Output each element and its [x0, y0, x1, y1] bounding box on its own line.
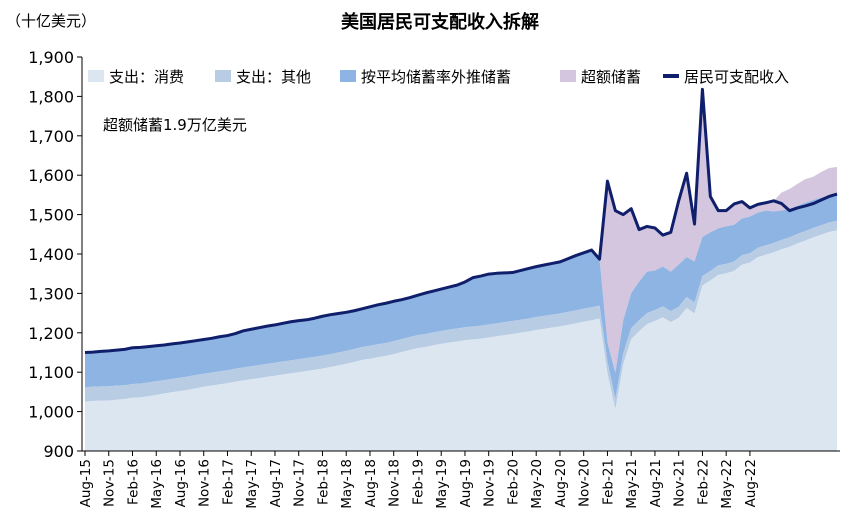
excess-savings-area — [85, 89, 837, 373]
x-tick-label: Nov-16 — [197, 459, 213, 507]
x-tick-label: Aug-18 — [363, 459, 379, 507]
y-axis: 900 1,000 1,100 1,200 1,300 1,400 1,500 1,600 1,… — [28, 48, 83, 461]
y-tick-label: 1,800 — [28, 87, 74, 106]
legend-label: 超额储蓄 — [581, 68, 641, 86]
x-tick-label: Aug-22 — [743, 459, 759, 507]
legend-swatch — [340, 70, 356, 82]
x-tick-label: Nov-21 — [672, 459, 688, 507]
x-tick-label: Nov-15 — [102, 459, 118, 507]
x-tick-label: Feb-17 — [220, 459, 236, 505]
legend: 支出：消费 支出：其他 按平均储蓄率外推储蓄 超额储蓄 居民可支配收入 — [88, 68, 789, 86]
y-tick-label: 1,000 — [28, 403, 74, 422]
x-tick-label: Feb-22 — [695, 459, 711, 505]
legend-label: 支出：消费 — [109, 68, 184, 86]
extrapolated-savings-area — [85, 192, 837, 399]
unit-label: （十亿美元） — [6, 12, 96, 30]
x-tick-label: May-22 — [719, 459, 735, 509]
x-tick-label: May-19 — [434, 459, 450, 509]
plot-area — [85, 89, 837, 451]
y-tick-label: 1,300 — [28, 284, 74, 303]
y-tick-label: 900 — [43, 442, 74, 461]
y-tick-label: 1,100 — [28, 363, 74, 382]
x-tick-label: Feb-18 — [315, 459, 331, 505]
x-tick-label: Nov-17 — [292, 459, 308, 507]
x-tick-label: Nov-20 — [577, 459, 593, 507]
x-tick-label: May-21 — [624, 459, 640, 509]
x-axis: Aug-15 Nov-15 Feb-16 May-16 Aug-16 Nov-16 Feb-… — [78, 450, 840, 509]
legend-swatch — [215, 70, 231, 82]
legend-label: 按平均储蓄率外推储蓄 — [361, 68, 511, 86]
legend-swatch — [88, 70, 104, 82]
x-tick-label: May-20 — [529, 459, 545, 509]
x-tick-label: Feb-19 — [410, 459, 426, 505]
x-tick-label: Nov-19 — [482, 459, 498, 507]
other-spending-area — [85, 220, 837, 410]
x-tick-label: Aug-16 — [173, 459, 189, 507]
chart-title: 美国居民可支配收入拆解 — [341, 11, 539, 33]
x-tick-label: Aug-20 — [553, 459, 569, 507]
disposable-income-line — [84, 87, 838, 354]
x-tick-label: May-18 — [339, 459, 355, 509]
y-tick-label: 1,900 — [28, 48, 74, 67]
x-tick-label: Feb-20 — [505, 459, 521, 505]
x-tick-label: Aug-15 — [78, 459, 94, 507]
legend-label: 居民可支配收入 — [684, 68, 789, 86]
x-tick-label: Feb-16 — [125, 459, 141, 505]
consumption-area — [85, 230, 837, 451]
y-tick-label: 1,500 — [28, 206, 74, 225]
x-tick-label: Aug-17 — [268, 459, 284, 507]
x-tick-label: Feb-21 — [600, 459, 616, 505]
y-tick-label: 1,200 — [28, 324, 74, 343]
y-tick-label: 1,400 — [28, 245, 74, 264]
y-tick-label: 1,600 — [28, 166, 74, 185]
x-tick-label: May-16 — [149, 459, 165, 509]
income-line-group — [84, 87, 838, 354]
legend-swatch — [560, 70, 576, 82]
y-tick-label: 1,700 — [28, 127, 74, 146]
x-tick-label: May-17 — [244, 459, 260, 509]
x-tick-label: Aug-19 — [458, 459, 474, 507]
x-tick-label: Aug-21 — [648, 459, 664, 507]
x-tick-label: Nov-18 — [387, 459, 403, 507]
legend-label: 支出：其他 — [236, 68, 311, 86]
excess-savings-annotation: 超额储蓄1.9万亿美元 — [103, 116, 247, 134]
